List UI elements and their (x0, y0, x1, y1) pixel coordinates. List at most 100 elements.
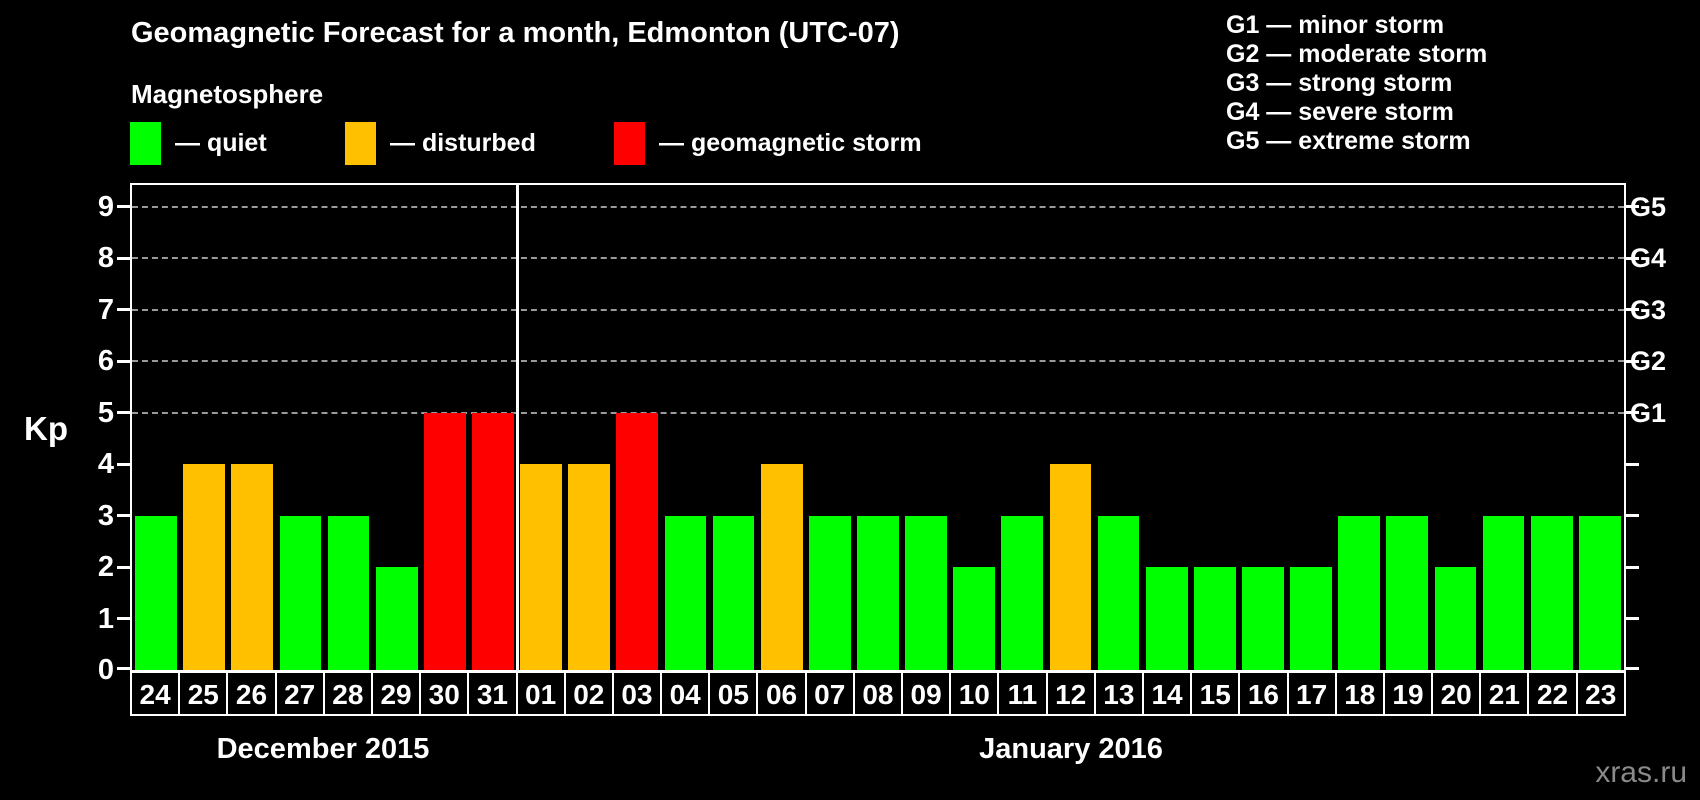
bar-slot (1576, 185, 1624, 670)
kp-bar-day-26 (231, 464, 274, 670)
kp-bar-day-15 (1193, 567, 1236, 670)
gridline-kp-8 (132, 257, 1624, 259)
y-axis-label-2: 2 (97, 551, 114, 583)
date-cell-25: 25 (178, 671, 229, 716)
bar-slot (1528, 185, 1576, 670)
quiet-color-swatch (130, 121, 161, 165)
kp-bar-day-19 (1386, 515, 1429, 670)
gridline-kp-6 (132, 360, 1624, 362)
kp-bar-day-02 (568, 464, 611, 670)
kp-bar-day-20 (1434, 567, 1477, 670)
y-axis-label-5: 5 (97, 396, 114, 429)
legend-item-storm: — geomagnetic storm (614, 121, 922, 165)
g-axis-label-G5: G5 (1630, 191, 1667, 222)
kp-bar-day-29 (375, 567, 418, 670)
g-scale-legend: G1 — minor storm G2 — moderate storm G3 — … (1226, 11, 1487, 156)
date-cell-31: 31 (467, 671, 518, 716)
left-tick-kp-4 (117, 462, 130, 466)
date-cell-23: 23 (1575, 671, 1626, 716)
bar-slot (228, 185, 276, 670)
g-legend-item: G3 — strong storm (1226, 69, 1453, 97)
disturbed-color-swatch (345, 121, 376, 165)
bar-slot (132, 185, 180, 670)
month-label-december: December 2015 (216, 733, 430, 765)
date-cell-09: 09 (901, 671, 952, 716)
kp-bar-day-06 (760, 464, 803, 670)
bar-slot (517, 185, 565, 670)
right-tick-kp-9 (1626, 205, 1639, 208)
bar-slot (613, 185, 661, 670)
bar-slot (1239, 185, 1287, 670)
bar-slot (1480, 185, 1528, 670)
bar-slot (1143, 185, 1191, 670)
kp-bar-day-21 (1482, 515, 1525, 670)
g-legend-item: G5 — extreme storm (1226, 127, 1471, 155)
left-tick-kp-9 (117, 205, 130, 208)
kp-bar-day-14 (1145, 567, 1188, 670)
date-cell-02: 02 (563, 671, 614, 716)
storm-color-swatch (614, 121, 645, 165)
month-separator-line (515, 185, 519, 670)
kp-bar-day-18 (1338, 515, 1381, 670)
date-cell-30: 30 (419, 671, 470, 716)
kp-bar-day-30 (423, 412, 466, 670)
bar-slot (1095, 185, 1143, 670)
g-axis-label-G1: G1 (1630, 397, 1667, 428)
right-tick-kp-4 (1626, 462, 1639, 466)
right-tick-kp-5 (1626, 411, 1639, 414)
date-cell-17: 17 (1286, 671, 1337, 716)
kp-bar-day-17 (1290, 567, 1332, 670)
date-cell-06: 06 (756, 671, 807, 716)
kp-bar-day-05 (712, 515, 755, 670)
y-axis-label-6: 6 (97, 345, 114, 377)
y-axis-label-0: 0 (97, 654, 114, 686)
kp-bar-day-08 (857, 515, 899, 670)
g-legend-item: G2 — moderate storm (1226, 40, 1488, 68)
bar-slot (902, 185, 950, 670)
date-cell-22: 22 (1527, 671, 1578, 716)
left-tick-kp-5 (117, 411, 130, 414)
bar-slot (1287, 185, 1335, 670)
kp-bar-day-04 (664, 515, 707, 670)
legend-label-disturbed: — disturbed (390, 128, 536, 157)
bar-slot (1383, 185, 1431, 670)
date-cell-07: 07 (804, 671, 855, 716)
y-axis-label-3: 3 (97, 499, 114, 532)
bar-slot (998, 185, 1046, 670)
watermark: xras.ru (1595, 756, 1687, 789)
bar-slot (806, 185, 854, 670)
right-tick-kp-6 (1626, 359, 1639, 363)
y-axis-label-8: 8 (97, 242, 114, 274)
kp-bar-day-12 (1049, 464, 1092, 670)
right-tick-kp-2 (1626, 565, 1639, 569)
kp-bar-day-24 (135, 515, 177, 670)
date-cell-16: 16 (1238, 671, 1289, 716)
g-axis-label-G3: G3 (1630, 294, 1667, 325)
kp-bar-chart-plot-area: 0 1 2 3 4 5 G1 6 G2 7 G3 8 G4 9 G5 Kp (24, 183, 1666, 686)
date-cell-29: 29 (370, 671, 422, 716)
gridline-kp-5 (132, 411, 1624, 414)
left-tick-kp-6 (117, 359, 130, 363)
date-cell-08: 08 (852, 671, 903, 716)
bar-slot (710, 185, 758, 670)
y-axis-label-4: 4 (97, 448, 114, 480)
g-legend-item: G4 — severe storm (1226, 98, 1454, 126)
legend-item-disturbed: — disturbed (345, 121, 536, 165)
kp-bar-day-16 (1242, 567, 1284, 670)
kp-bar-day-11 (1001, 515, 1044, 670)
bar-slot (758, 185, 806, 670)
kp-bar-day-01 (520, 464, 562, 670)
date-cell-04: 04 (660, 671, 711, 716)
g-axis-label-G4: G4 (1630, 243, 1667, 273)
date-cell-05: 05 (708, 671, 759, 716)
bar-slot (325, 185, 373, 670)
right-tick-kp-3 (1626, 514, 1639, 517)
bar-slot (950, 185, 998, 670)
kp-bar-day-22 (1530, 515, 1573, 670)
bar-slot (421, 185, 469, 670)
kp-bar-day-13 (1097, 515, 1140, 670)
right-tick-kp-0 (1626, 667, 1639, 670)
bar-slot (661, 185, 709, 670)
kp-bar-day-23 (1578, 515, 1621, 670)
g-axis-label-G2: G2 (1630, 346, 1667, 376)
